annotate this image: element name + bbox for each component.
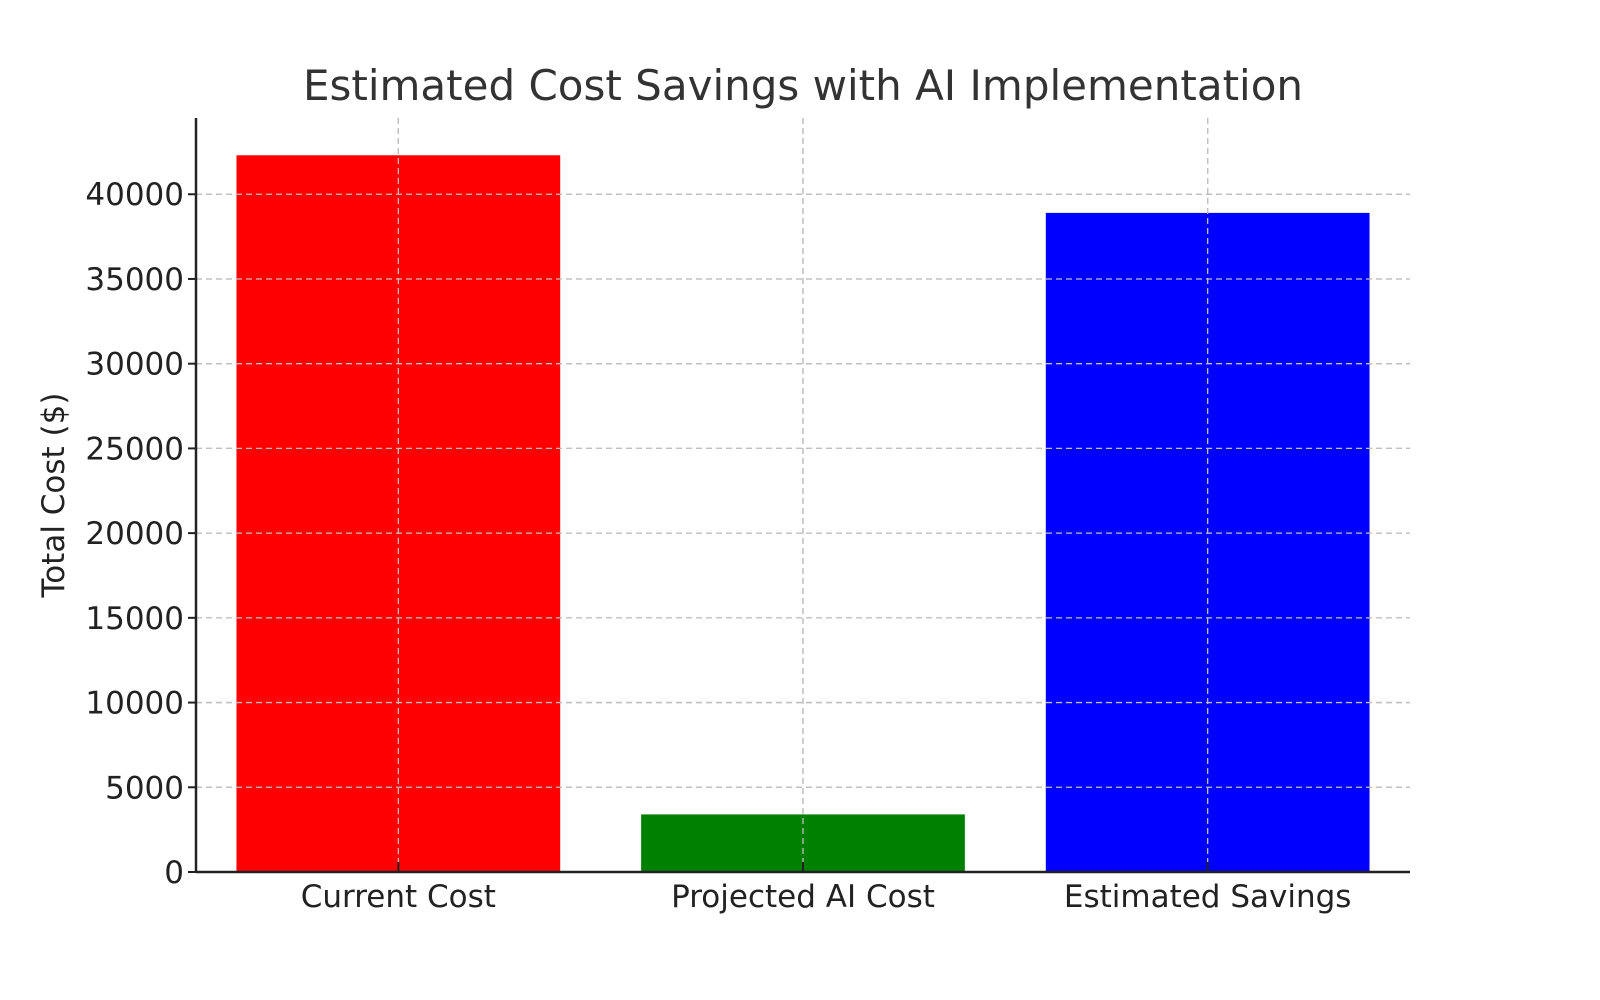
- y-tick-label-4: 20000: [85, 516, 184, 552]
- y-tick-label-5: 25000: [85, 431, 184, 467]
- y-axis-label: Total Cost ($): [36, 393, 72, 599]
- y-tick-label-1: 5000: [105, 770, 184, 806]
- y-tick-label-7: 35000: [85, 262, 184, 298]
- chart-title: Estimated Cost Savings with AI Implement…: [303, 61, 1303, 110]
- y-tick-label-8: 40000: [85, 177, 184, 213]
- y-tick-label-3: 15000: [85, 601, 184, 637]
- x-tick-label-2: Estimated Savings: [1064, 879, 1352, 915]
- y-tick-labels: 0 5000 10000 15000 20000 25000 30000 35000 40000: [85, 177, 196, 891]
- grid-overlay: [196, 118, 1410, 872]
- bars: [196, 118, 1410, 873]
- x-tick-label-0: Current Cost: [301, 879, 496, 915]
- x-tick-label-1: Projected AI Cost: [671, 879, 935, 915]
- x-tick-labels: Current Cost Projected AI Cost Estimated S…: [301, 862, 1352, 915]
- y-tick-label-6: 30000: [85, 347, 184, 383]
- y-tick-label-2: 10000: [85, 686, 184, 722]
- y-tick-label-0: 0: [164, 855, 184, 891]
